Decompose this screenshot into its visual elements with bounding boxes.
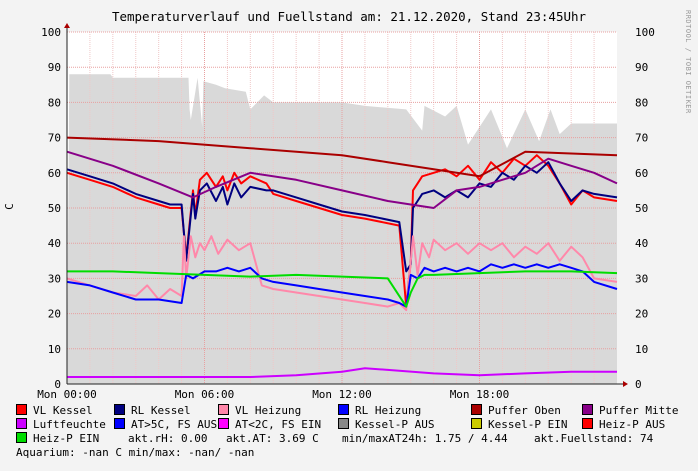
legend-label: Kessel-P EIN (488, 418, 568, 431)
legend-swatch (338, 404, 349, 415)
legend-item-luftfeuchte: Luftfeuchte (16, 418, 106, 432)
y-tick-label-left: 40 (48, 237, 61, 250)
legend-swatch (16, 404, 27, 415)
legend-item-heiz-p-ein: Heiz-P EIN (16, 432, 99, 446)
legend-label: VL Kessel (33, 404, 93, 417)
aquarium-status: Aquarium: -nan C min/max: -nan/ -nan (16, 446, 255, 459)
y-tick-label-right: 100 (635, 26, 655, 39)
legend-row-2: Luftfeuchte AT>5C, FS AUS AT<2C, FS EIN Kes… (16, 418, 696, 432)
y-tick-label-left: 70 (48, 132, 61, 145)
series-line-puffer-mitte (66, 150, 618, 209)
legend-item-heiz-p-aus: Heiz-P AUS (582, 418, 665, 432)
legend-swatch (582, 418, 593, 429)
legend-swatch (582, 404, 593, 415)
series-line-rl-kessel (66, 161, 618, 273)
legend-label: VL Heizung (235, 404, 302, 417)
legend-item-kessel-p-aus: Kessel-P AUS (338, 418, 434, 432)
legend-row-1: VL Kessel RL Kessel VL Heizung RL Heizung Pu… (16, 404, 696, 418)
legend-swatch (16, 418, 27, 429)
y-axis-arrow (64, 23, 70, 28)
x-tick-label: Mon 12:00 (312, 388, 372, 400)
series-line-rl-heizung (66, 263, 618, 308)
y-tick-label-left: 60 (48, 167, 61, 180)
y-tick-label-left: 10 (48, 343, 61, 356)
x-tick-label: Mon 18:00 (450, 388, 510, 400)
legend-label: Luftfeuchte (33, 418, 106, 431)
x-axis-arrow (623, 381, 628, 387)
legend-label: AT<2C, FS EIN (235, 418, 322, 431)
y-tick-label-right: 90 (635, 61, 648, 74)
legend-label: Heiz-P AUS (599, 418, 666, 431)
y-tick-label-left: 20 (48, 308, 61, 321)
stat-outside-temp: akt.AT: 3.69 C (226, 432, 319, 445)
legend-row-4: Aquarium: -nan C min/max: -nan/ -nan (16, 446, 696, 460)
legend-swatch (338, 418, 349, 429)
y-tick-label-right: 30 (635, 272, 648, 285)
legend-swatch (16, 432, 27, 443)
series-layer (66, 136, 618, 378)
legend-label: Puffer Oben (488, 404, 561, 417)
legend-swatch (471, 418, 482, 429)
series-line-heiz-p-ein (67, 270, 618, 308)
legend-item-puffer-oben: Puffer Oben (471, 404, 561, 418)
legend-item-vl-heizung: VL Heizung (218, 404, 301, 418)
y-tick-label-right: 20 (635, 308, 648, 321)
legend-item-at-2c-fs-ein: AT<2C, FS EIN (218, 418, 321, 432)
chart-plot: 0 0 10 10 20 20 30 30 40 40 50 50 60 60 70 70 80 80 90 90 10… (37, 23, 655, 400)
legend-item-rl-heizung: RL Heizung (338, 404, 421, 418)
stat-fill-level: akt.Fuellstand: 74 (534, 432, 654, 445)
y-tick-label-right: 60 (635, 167, 648, 180)
y-tick-label-right: 0 (635, 378, 642, 391)
watermark-label: RRDTOOL / TOBI OETIKER (684, 10, 692, 114)
legend-swatch (218, 418, 229, 429)
y-tick-label-right: 70 (635, 132, 648, 145)
legend-label: RL Heizung (355, 404, 422, 417)
x-tick-label: Mon 06:00 (175, 388, 235, 400)
legend-swatch (114, 418, 125, 429)
series-line-puffer-oben (66, 136, 618, 178)
stat-min-max-temp: min/maxAT24h: 1.75 / 4.44 (342, 432, 508, 445)
legend-swatch (471, 404, 482, 415)
series-line-luftfeuchte (67, 367, 617, 378)
legend-label: Kessel-P AUS (355, 418, 435, 431)
y-tick-label-left: 50 (48, 202, 61, 215)
axis-layer: 0 0 10 10 20 20 30 30 40 40 50 50 60 60 70 70 80 80 90 90 10… (37, 23, 655, 400)
legend-item-kessel-p-ein: Kessel-P EIN (471, 418, 567, 432)
y-tick-label-left: 0 (54, 378, 61, 391)
y-tick-label-left: 30 (48, 272, 61, 285)
chart-title: Temperaturverlauf und Fuellstand am: 21.… (111, 9, 587, 24)
y-tick-label-right: 40 (635, 237, 648, 250)
y-tick-label-right: 10 (635, 343, 648, 356)
legend-row-3: Heiz-P EIN akt.rH: 0.00 akt.AT: 3.69 C m… (16, 432, 696, 446)
legend-item-vl-kessel: VL Kessel (16, 404, 93, 418)
y-tick-label-right: 80 (635, 96, 648, 109)
y-tick-label-left: 80 (48, 96, 61, 109)
legend-label: AT>5C, FS AUS (131, 418, 218, 431)
legend-swatch (114, 404, 125, 415)
series-line-vl-heizung (66, 235, 618, 312)
y-tick-label-left: 90 (48, 61, 61, 74)
x-tick-label: Mon 00:00 (37, 388, 97, 400)
legend-label: RL Kessel (131, 404, 191, 417)
legend-item-puffer-mitte: Puffer Mitte (582, 404, 678, 418)
legend: VL Kessel RL Kessel VL Heizung RL Heizung Pu… (16, 404, 696, 460)
y-tick-label-left: 100 (41, 26, 61, 39)
legend-item-rl-kessel: RL Kessel (114, 404, 191, 418)
legend-swatch (218, 404, 229, 415)
y-tick-label-right: 50 (635, 202, 648, 215)
legend-item-at-5c-fs-aus: AT>5C, FS AUS (114, 418, 217, 432)
legend-label: Puffer Mitte (599, 404, 679, 417)
stat-humidity: akt.rH: 0.00 (128, 432, 208, 445)
